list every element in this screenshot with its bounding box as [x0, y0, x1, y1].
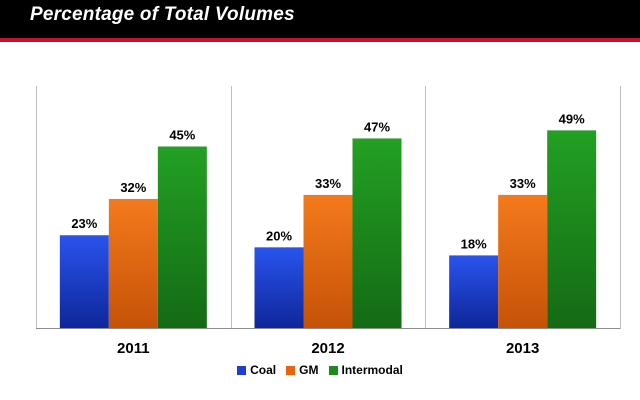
- category-label-2011: 2011: [117, 340, 150, 357]
- page-title: Percentage of Total Volumes: [30, 4, 295, 25]
- data-label-intermodal-2011: 45%: [169, 128, 195, 143]
- data-label-gm-2013: 33%: [510, 176, 536, 191]
- data-label-gm-2012: 33%: [315, 176, 341, 191]
- bar-intermodal-2013: [547, 130, 597, 328]
- legend-item-coal: Coal: [237, 363, 276, 377]
- bar-gm-2012: [303, 194, 353, 328]
- legend: Coal GM Intermodal: [0, 360, 640, 380]
- legend-item-intermodal: Intermodal: [328, 363, 403, 377]
- header-bar: Percentage of Total Volumes: [0, 0, 640, 38]
- bar-coal-2013: [449, 255, 499, 328]
- bar-coal-2012: [254, 247, 304, 328]
- legend-label-coal: Coal: [250, 363, 277, 377]
- legend-item-gm: GM: [286, 363, 319, 377]
- category-label-2012: 2012: [311, 340, 344, 357]
- legend-label-intermodal: Intermodal: [341, 363, 403, 377]
- category-label-2013: 2013: [506, 340, 539, 357]
- bar-intermodal-2011: [157, 146, 207, 328]
- legend-swatch-intermodal: [328, 365, 338, 375]
- bar-coal-2011: [59, 235, 109, 328]
- bar-gm-2013: [498, 194, 548, 328]
- data-label-coal-2013: 18%: [461, 236, 487, 251]
- data-label-intermodal-2012: 47%: [364, 119, 390, 134]
- legend-swatch-gm: [286, 365, 296, 375]
- data-label-coal-2011: 23%: [71, 216, 97, 231]
- data-label-coal-2012: 20%: [266, 228, 292, 243]
- legend-label-gm: GM: [299, 363, 319, 377]
- data-label-gm-2011: 32%: [120, 180, 146, 195]
- legend-swatch-coal: [237, 365, 247, 375]
- data-label-intermodal-2013: 49%: [559, 111, 585, 126]
- bar-intermodal-2012: [352, 138, 402, 328]
- bar-gm-2011: [108, 198, 158, 328]
- header-rule: [0, 38, 640, 42]
